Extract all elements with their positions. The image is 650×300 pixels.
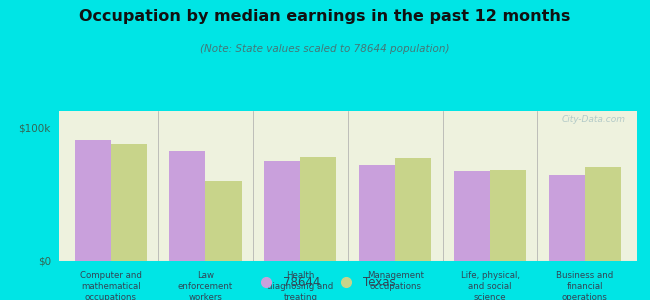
Bar	[454, 171, 490, 261]
Text: City-Data.com: City-Data.com	[562, 116, 625, 124]
Bar	[395, 158, 431, 261]
Bar	[111, 145, 147, 261]
Bar	[300, 157, 336, 261]
Bar	[265, 160, 300, 261]
Bar	[170, 151, 205, 261]
Bar	[75, 140, 110, 261]
Bar	[205, 181, 242, 261]
Bar	[490, 170, 526, 261]
Text: (Note: State values scaled to 78644 population): (Note: State values scaled to 78644 popu…	[200, 44, 450, 53]
Bar	[549, 175, 585, 261]
Text: Occupation by median earnings in the past 12 months: Occupation by median earnings in the pas…	[79, 9, 571, 24]
Bar	[359, 165, 395, 261]
Bar	[585, 167, 621, 261]
Legend: 78644, Texas: 78644, Texas	[250, 272, 400, 294]
